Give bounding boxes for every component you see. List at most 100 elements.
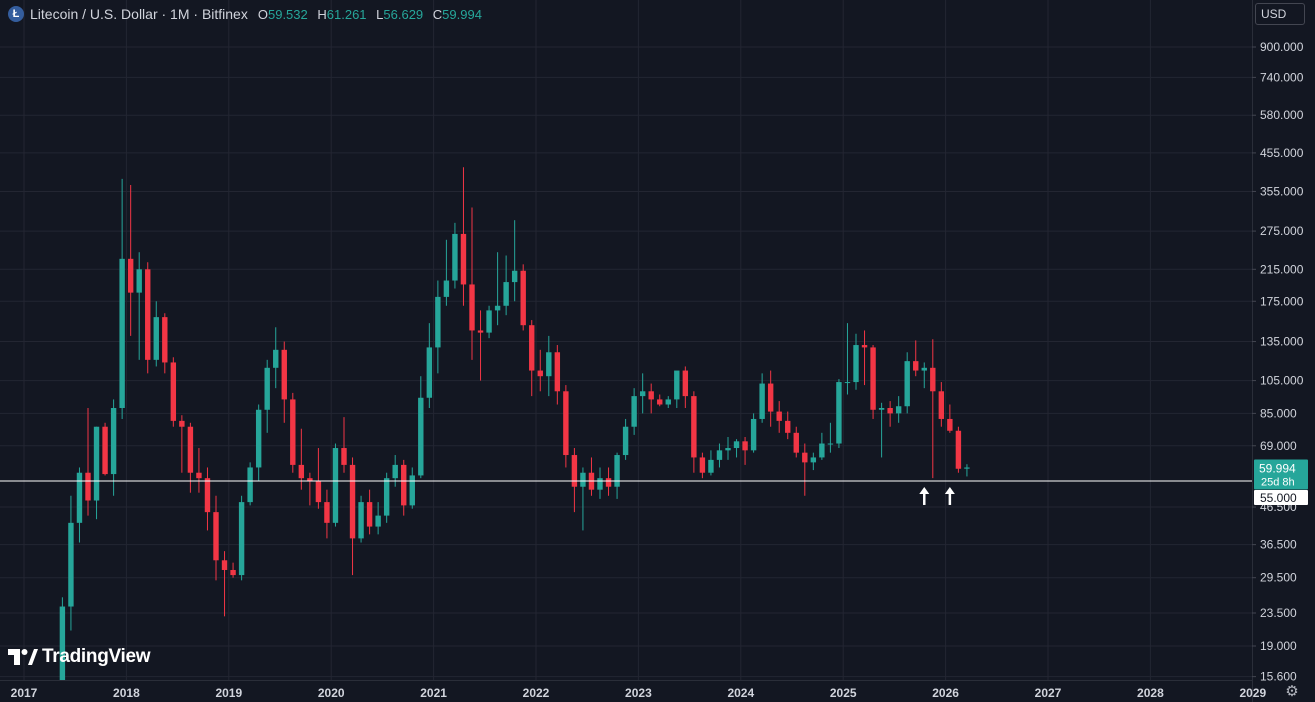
candle-body [110, 407, 117, 475]
candle-body [793, 432, 799, 453]
candle-body [563, 391, 569, 456]
candle [605, 467, 612, 496]
price-tick-label: 455.000 [1260, 146, 1304, 160]
ohlc-low-value: 56.629 [383, 6, 424, 22]
candle [127, 185, 134, 336]
candle [938, 382, 945, 427]
candle [162, 313, 168, 374]
candle-body [947, 418, 953, 431]
price-tick-label: 215.000 [1260, 262, 1304, 276]
candle [682, 366, 689, 408]
candle [520, 264, 526, 331]
candle [290, 392, 296, 473]
price-tick-label: 105.000 [1260, 374, 1304, 388]
candle-body [136, 269, 142, 293]
candle-body [435, 296, 441, 348]
candle-body [614, 455, 620, 487]
candle-body [392, 464, 398, 479]
ohlc-high-value: 61.261 [326, 6, 367, 22]
candle-body [699, 457, 706, 473]
candle-body [921, 367, 927, 371]
time-tick-label: 2024 [727, 686, 754, 700]
candle [870, 345, 876, 419]
candle-body [255, 409, 262, 468]
time-tick-label: 2028 [1137, 686, 1164, 700]
candle [452, 222, 458, 289]
candle-body [767, 383, 774, 412]
candle [639, 373, 646, 414]
candle [895, 396, 902, 423]
candle [955, 426, 962, 473]
candle-body [443, 280, 450, 297]
candle-body [878, 407, 885, 410]
arrow-up-icon [944, 486, 955, 505]
candle-body [59, 606, 66, 683]
candle [85, 407, 91, 516]
candle [221, 551, 228, 617]
candle [307, 472, 313, 506]
candle-body [674, 370, 680, 400]
candle-body [452, 233, 458, 281]
time-tick-label: 2017 [11, 686, 38, 700]
candle-body [170, 362, 177, 421]
candle-body [469, 284, 475, 331]
candles [59, 167, 970, 702]
candle [674, 370, 680, 408]
candle [341, 417, 347, 473]
candle [102, 422, 108, 476]
candle [793, 426, 799, 458]
candle-body [938, 391, 945, 419]
candle-body [733, 441, 740, 449]
candle [546, 335, 552, 397]
candle-body [349, 464, 356, 539]
price-tick-label: 29.500 [1260, 571, 1297, 585]
candle-body [546, 352, 552, 377]
candle [375, 502, 381, 535]
candle-body [119, 258, 125, 408]
candle [298, 428, 305, 490]
candle-body [460, 233, 467, 285]
currency-selector[interactable]: USD [1255, 3, 1305, 25]
ohlc-low-key: L [376, 6, 384, 22]
candle-body [955, 430, 962, 469]
candle-body [494, 305, 501, 311]
candle [750, 413, 757, 453]
candle [179, 415, 185, 473]
candle-body [930, 367, 936, 392]
candle [878, 402, 885, 458]
candle [733, 439, 740, 458]
time-tick-label: 2021 [420, 686, 447, 700]
candle [273, 327, 279, 389]
gear-icon[interactable]: ⚙ [1285, 683, 1299, 700]
price-tick-label: 15.600 [1260, 670, 1297, 684]
candle [819, 432, 825, 460]
time-axis[interactable]: 2017 2018 2019 2020 2021 2022 2023 2024 2025 2026… [0, 680, 1266, 702]
candle-body [622, 426, 629, 456]
price-tick-label: 355.000 [1260, 184, 1304, 198]
time-tick-label: 2019 [215, 686, 242, 700]
candle [264, 359, 270, 433]
candle-body [76, 472, 83, 523]
price-tick-label: 69.000 [1260, 439, 1297, 453]
candle-body [725, 448, 731, 451]
candle [716, 443, 723, 468]
candle-body [375, 515, 381, 527]
last-price-badge [1254, 459, 1308, 490]
price-tick-label: 135.000 [1260, 335, 1304, 349]
arrow-head [944, 486, 955, 494]
tradingview-logo[interactable]: TradingView [8, 646, 151, 668]
candle [964, 464, 970, 477]
candle-body [281, 349, 287, 400]
level-price-badge [1254, 489, 1308, 505]
candle-body [145, 269, 151, 360]
candle-body [196, 472, 202, 479]
candle-body [187, 426, 194, 473]
candle-body [682, 370, 689, 397]
time-tick-label: 2022 [523, 686, 550, 700]
tradingview-logo-icon [8, 649, 38, 665]
candle-body [511, 270, 518, 283]
time-tick-label: 2027 [1035, 686, 1062, 700]
symbol-title[interactable]: Litecoin / U.S. Dollar · 1M · Bitfinex [30, 6, 248, 22]
price-axis[interactable]: 900.000 740.000 580.000 455.000 355.000 275.0… [1252, 0, 1315, 702]
